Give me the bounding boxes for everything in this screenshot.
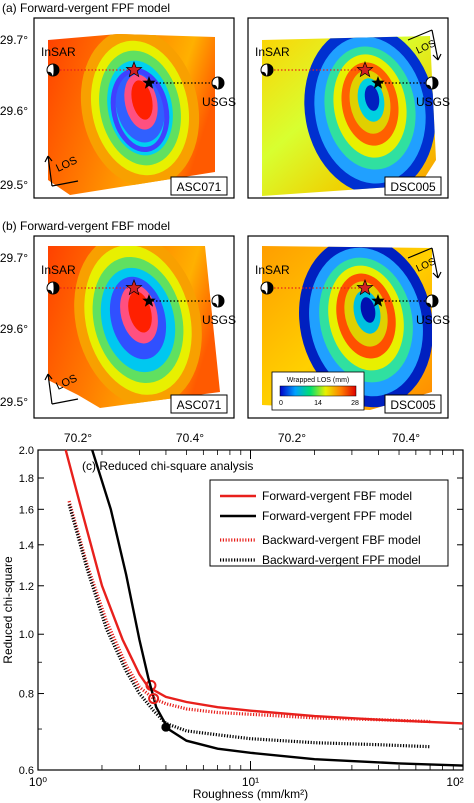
- track-tag-box: [170, 176, 228, 196]
- panel-a-title: (a) Forward-vergent FPF model: [2, 1, 170, 15]
- series-line-4: [67, 503, 431, 749]
- lon-tick-a-1: 70.4°: [176, 431, 204, 445]
- y-tick-label: 1.4: [19, 540, 34, 552]
- y-tick-label: 1.0: [19, 629, 34, 641]
- lat-tick-a-1: 29.6°: [0, 104, 28, 118]
- insar-beachball: [260, 63, 274, 77]
- usgs-epicenter-star: [371, 294, 385, 307]
- usgs-epicenter-star: [142, 294, 156, 307]
- colorbar-tick-1: 14: [314, 400, 322, 407]
- insar-epicenter-star: [125, 279, 143, 296]
- insar-label: InSAR: [41, 263, 76, 277]
- x-tick-label: 10²: [446, 775, 463, 789]
- legend: Forward-vergent FBF model Forward-vergent…: [209, 479, 449, 567]
- track-tag-box: [384, 394, 442, 414]
- track-tag-box: [170, 394, 228, 414]
- usgs-label: USGS: [202, 95, 236, 109]
- optimum-marker-3: [148, 693, 160, 705]
- track-tag: ASC071: [177, 180, 222, 194]
- track-tag: DSC005: [390, 398, 436, 412]
- legend-label-3: Backward-vergent FBF model: [262, 533, 421, 547]
- x-tick-label: 10¹: [242, 775, 259, 789]
- chi-square-chart: 10⁰ 10¹ 10² 2.0 1.8 1.6 1.4 1.2 1.0 0.8 0.6 Roughne…: [1, 445, 464, 801]
- insar-epicenter-star: [356, 61, 374, 78]
- x-axis-label: Roughness (mm/km²): [193, 787, 308, 801]
- y-tick-label: 0.6: [19, 765, 34, 777]
- y-tick-label: 0.8: [19, 689, 34, 701]
- panel-b-title: (b) Forward-vergent FBF model: [2, 219, 170, 233]
- legend-label-2: Forward-vergent FPF model: [262, 509, 412, 523]
- usgs-beachball: [211, 294, 225, 308]
- usgs-epicenter-star: [371, 76, 385, 89]
- usgs-beachball: [211, 76, 225, 90]
- lat-tick-b-1: 29.6°: [0, 322, 28, 336]
- y-axis-label: Reduced chi-square: [1, 556, 15, 664]
- y-tick-label: 1.8: [19, 473, 34, 485]
- usgs-beachball: [425, 294, 439, 308]
- usgs-beachball: [425, 76, 439, 90]
- map-a-dsc005: [247, 17, 449, 199]
- usgs-label: USGS: [416, 95, 450, 109]
- colorbar: Wrapped LOS (mm) 0 14 28: [271, 371, 365, 411]
- colorbar-title: Wrapped LOS (mm): [287, 377, 350, 384]
- lon-tick-a-0: 70.2°: [64, 431, 92, 445]
- series-line-1: [64, 449, 464, 725]
- track-tag: DSC005: [390, 180, 436, 194]
- chart-title: (c) Reduced chi-square analysis: [82, 459, 253, 473]
- lat-tick-b-0: 29.7°: [0, 251, 28, 265]
- y-tick-label: 1.6: [19, 504, 34, 516]
- y-tick-label: 1.2: [19, 581, 34, 593]
- insar-label: InSAR: [255, 45, 290, 59]
- colorbar-tick-2: 28: [351, 400, 359, 407]
- insar-epicenter-star: [125, 61, 143, 78]
- lat-tick-a-0: 29.7°: [0, 33, 28, 47]
- x-tick-label: 10⁰: [29, 775, 47, 789]
- y-tick-label: 2.0: [19, 445, 34, 457]
- insar-beachball: [46, 63, 60, 77]
- insar-label: InSAR: [41, 45, 76, 59]
- usgs-label: USGS: [202, 313, 236, 327]
- insar-beachball: [260, 281, 274, 295]
- map-a-asc071: [33, 17, 235, 199]
- lon-tick-b-0: 70.2°: [278, 431, 306, 445]
- colorbar-tick-0: 0: [279, 400, 283, 407]
- legend-label-1: Forward-vergent FBF model: [262, 489, 412, 503]
- track-tag: ASC071: [177, 398, 222, 412]
- usgs-label: USGS: [416, 313, 450, 327]
- lat-tick-a-2: 29.5°: [0, 178, 28, 192]
- legend-box: [209, 479, 449, 567]
- legend-label-4: Backward-vergent FPF model: [262, 553, 421, 567]
- insar-epicenter-star: [356, 279, 374, 296]
- lat-tick-b-2: 29.5°: [0, 395, 28, 409]
- usgs-epicenter-star: [142, 76, 156, 89]
- colorbar-gradient: [279, 385, 357, 397]
- track-tag-box: [384, 176, 442, 196]
- insar-label: InSAR: [255, 263, 290, 277]
- optimum-marker-4: [161, 722, 171, 732]
- lon-tick-b-1: 70.4°: [392, 431, 420, 445]
- insar-beachball: [46, 281, 60, 295]
